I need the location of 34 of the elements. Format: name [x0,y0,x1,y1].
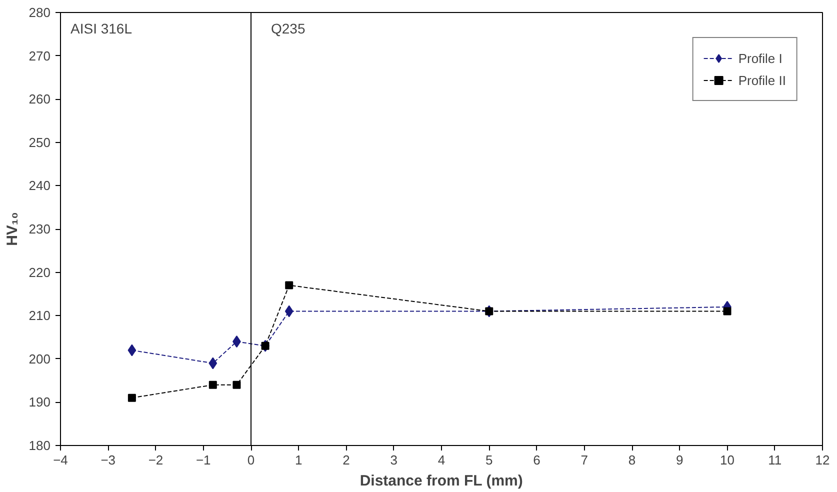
y-tick-label: 240 [28,178,51,194]
legend-label: Profile I [738,50,782,66]
x-tick-label: 2 [342,452,350,468]
x-tick-label: 4 [438,452,446,468]
y-tick-label: 190 [28,394,51,410]
y-tick-label: 210 [28,308,51,324]
legend-label: Profile II [738,72,786,88]
x-tick-label: −3 [100,452,116,468]
y-tick-label: 230 [28,222,51,236]
y-tick-label: 180 [28,438,51,453]
x-tick-label: 6 [533,452,540,468]
y-tick-label: 270 [28,48,51,64]
y-tick-label: 260 [28,92,51,107]
x-tick-label: 5 [486,452,493,468]
x-tick-label: −1 [196,452,211,468]
x-tick-label: −4 [53,452,68,468]
x-tick-label: 11 [768,452,782,468]
y-axis-title: HV₁₀ [4,212,21,246]
x-tick-label: 7 [580,452,588,468]
x-tick-label: −2 [148,452,164,468]
x-tick-label: 10 [720,452,734,468]
y-tick-label: 250 [28,134,51,150]
x-tick-label: 0 [247,452,255,468]
x-tick-label: 3 [390,452,398,468]
x-tick-label: 1 [295,452,302,468]
y-tick-label: 220 [28,264,51,280]
y-tick-label: 280 [28,5,51,20]
annotation: AISI 316L [70,20,132,36]
y-tick-label: 200 [28,351,51,366]
x-tick-label: 12 [815,452,830,468]
x-axis-title: Distance from FL (mm) [360,472,523,490]
x-tick-label: 9 [676,452,684,468]
annotation: Q235 [271,20,306,36]
x-tick-label: 8 [628,452,636,468]
